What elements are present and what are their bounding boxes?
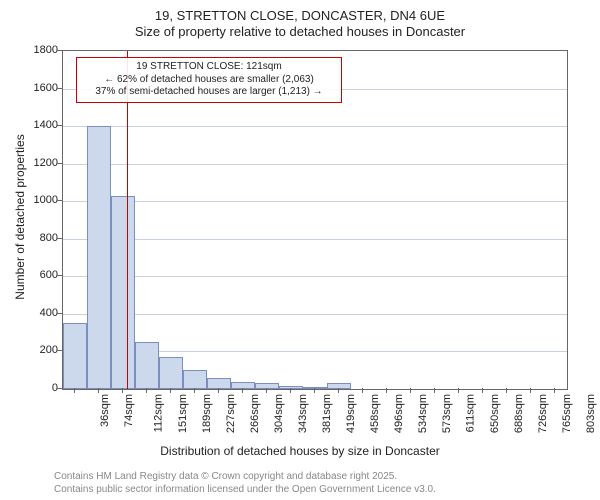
x-tick-label: 650sqm — [489, 394, 501, 433]
y-tick-label: 600 — [40, 269, 58, 281]
x-tick-label: 112sqm — [152, 394, 164, 432]
x-tick-label: 419sqm — [345, 394, 357, 433]
x-tick-mark — [74, 388, 75, 393]
x-tick-mark — [242, 388, 243, 393]
x-tick-label: 726sqm — [537, 394, 549, 433]
x-tick-mark — [194, 388, 195, 393]
x-tick-mark — [386, 388, 387, 393]
x-tick-label: 496sqm — [393, 394, 405, 433]
gridline — [63, 126, 567, 127]
x-tick-label: 227sqm — [225, 394, 237, 433]
gridline — [63, 276, 567, 277]
x-tick-mark — [482, 388, 483, 393]
histogram-bar — [159, 357, 182, 389]
x-tick-mark — [530, 388, 531, 393]
y-axis-label: Number of detached properties — [13, 117, 27, 317]
x-tick-label: 573sqm — [441, 394, 453, 433]
histogram-bar — [135, 342, 158, 389]
x-tick-mark — [146, 388, 147, 393]
y-tick-label: 1200 — [34, 157, 58, 169]
x-tick-mark — [362, 388, 363, 393]
x-tick-mark — [98, 388, 99, 393]
gridline — [63, 164, 567, 165]
annotation-line: 37% of semi-detached houses are larger (… — [83, 86, 335, 99]
x-tick-mark — [266, 388, 267, 393]
y-tick-label: 1000 — [34, 194, 58, 206]
x-tick-label: 343sqm — [297, 394, 309, 433]
chart-container: 19, STRETTON CLOSE, DONCASTER, DN4 6UE S… — [0, 0, 600, 500]
x-tick-mark — [218, 388, 219, 393]
x-tick-mark — [410, 388, 411, 393]
x-tick-label: 304sqm — [273, 394, 285, 433]
x-tick-label: 74sqm — [123, 394, 135, 427]
x-tick-label: 151sqm — [177, 394, 189, 433]
x-tick-mark — [506, 388, 507, 393]
x-tick-mark — [290, 388, 291, 393]
annotation-line: ← 62% of detached houses are smaller (2,… — [83, 74, 335, 87]
x-tick-mark — [458, 388, 459, 393]
histogram-bar — [111, 196, 134, 389]
x-tick-mark — [170, 388, 171, 393]
title-block: 19, STRETTON CLOSE, DONCASTER, DN4 6UE S… — [0, 0, 600, 39]
x-tick-label: 765sqm — [561, 394, 573, 433]
y-tick-label: 400 — [40, 307, 58, 319]
footer-attribution: Contains HM Land Registry data © Crown c… — [54, 471, 436, 496]
y-tick-label: 1600 — [34, 82, 58, 94]
annotation-box: 19 STRETTON CLOSE: 121sqm← 62% of detach… — [76, 57, 342, 103]
x-tick-mark — [338, 388, 339, 393]
footer-line1: Contains HM Land Registry data © Crown c… — [54, 471, 436, 484]
y-tick-label: 1800 — [34, 44, 58, 56]
gridline — [63, 239, 567, 240]
x-tick-label: 611sqm — [464, 394, 476, 432]
title-subtitle: Size of property relative to detached ho… — [0, 24, 600, 39]
x-tick-mark — [554, 388, 555, 393]
gridline — [63, 314, 567, 315]
x-tick-label: 534sqm — [417, 394, 429, 433]
gridline — [63, 201, 567, 202]
x-tick-mark — [122, 388, 123, 393]
x-tick-mark — [434, 388, 435, 393]
footer-line2: Contains public sector information licen… — [54, 484, 436, 497]
annotation-line: 19 STRETTON CLOSE: 121sqm — [83, 61, 335, 74]
x-tick-label: 189sqm — [201, 394, 213, 433]
y-tick-label: 200 — [40, 344, 58, 356]
x-tick-label: 688sqm — [513, 394, 525, 433]
x-tick-label: 803sqm — [585, 394, 597, 433]
x-tick-label: 266sqm — [249, 394, 261, 433]
histogram-bar — [87, 126, 110, 389]
x-tick-label: 36sqm — [99, 394, 111, 427]
histogram-bar — [63, 323, 86, 389]
x-axis-label: Distribution of detached houses by size … — [0, 444, 600, 458]
title-address: 19, STRETTON CLOSE, DONCASTER, DN4 6UE — [0, 8, 600, 23]
x-tick-label: 381sqm — [321, 394, 333, 433]
x-tick-label: 458sqm — [369, 394, 381, 433]
y-tick-label: 1400 — [34, 119, 58, 131]
y-tick-label: 800 — [40, 232, 58, 244]
histogram-bar — [183, 370, 206, 389]
x-tick-mark — [314, 388, 315, 393]
